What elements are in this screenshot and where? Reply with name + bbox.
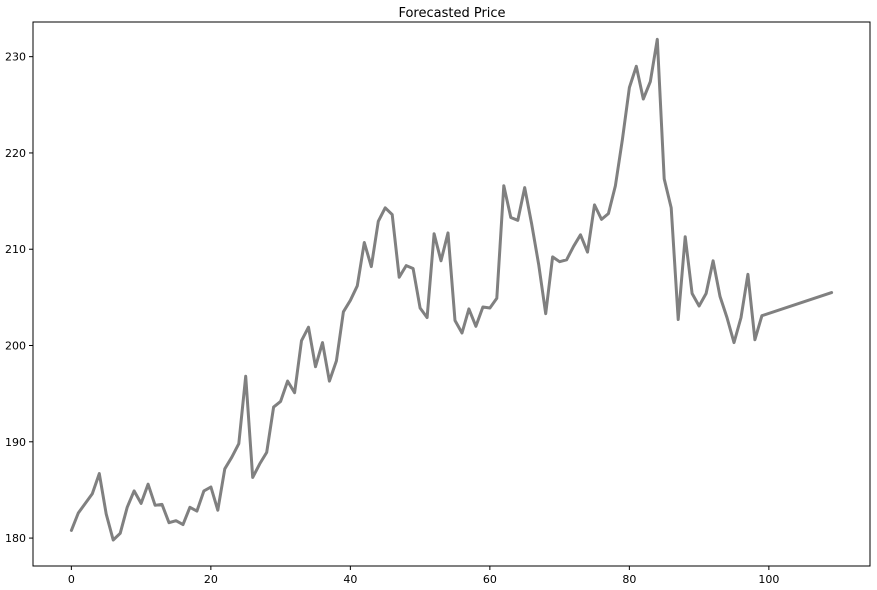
chart-title: Forecasted Price xyxy=(398,6,505,21)
forecast-price-line xyxy=(69,37,834,542)
x-tick-label: 80 xyxy=(622,573,636,586)
y-tick-label: 210 xyxy=(5,243,26,256)
y-tick-label: 190 xyxy=(5,436,26,449)
y-axis: 180 190 200 210 220 230 xyxy=(5,51,33,545)
series-layer xyxy=(69,37,834,542)
y-tick-label: 220 xyxy=(5,147,26,160)
y-tick-label: 230 xyxy=(5,51,26,64)
y-tick-label: 180 xyxy=(5,532,26,545)
x-tick-label: 20 xyxy=(204,573,218,586)
plot-area-frame xyxy=(32,21,871,567)
y-tick-label: 200 xyxy=(5,340,26,353)
x-axis: 0 20 40 60 80 100 xyxy=(68,566,779,586)
x-tick-label: 60 xyxy=(483,573,497,586)
x-tick-label: 40 xyxy=(343,573,357,586)
x-tick-label: 0 xyxy=(68,573,75,586)
x-tick-label: 100 xyxy=(758,573,779,586)
